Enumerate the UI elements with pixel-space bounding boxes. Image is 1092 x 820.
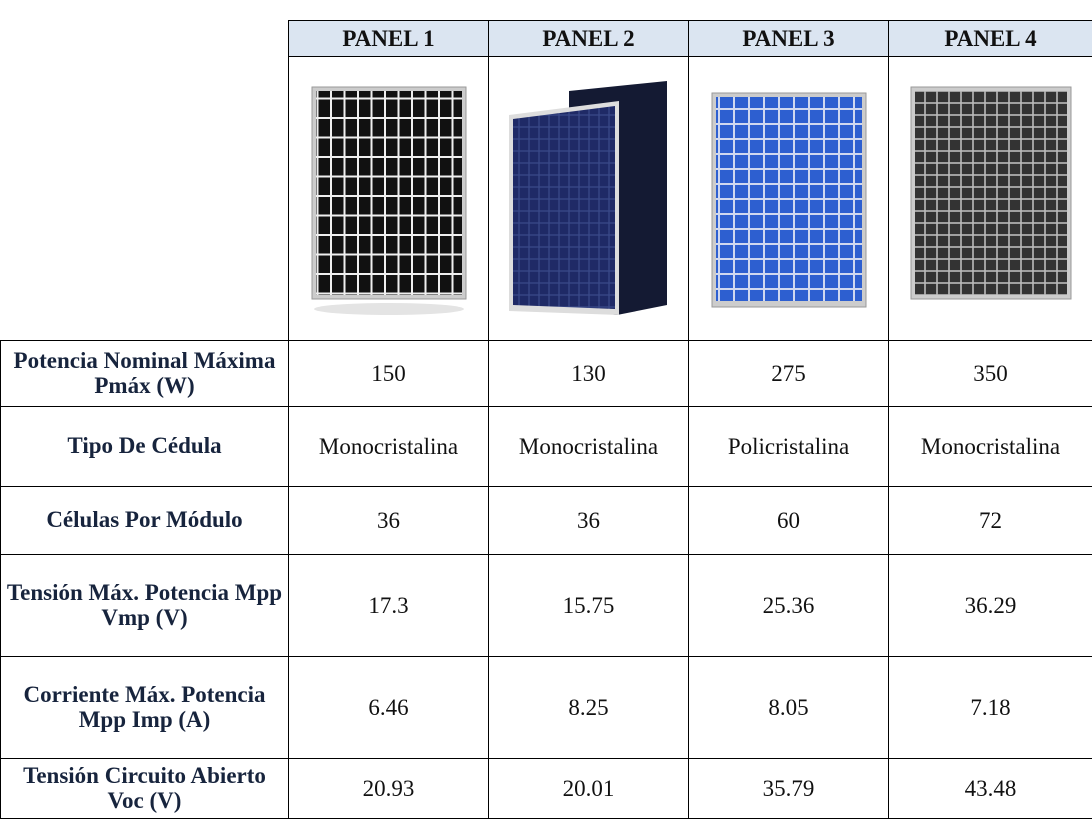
value-cell: 8.25 bbox=[489, 657, 689, 759]
image-cell bbox=[689, 57, 889, 341]
image-cell bbox=[489, 57, 689, 341]
value-cell: 350 bbox=[889, 341, 1092, 407]
row-label: Potencia Nominal Máxima Pmáx (W) bbox=[1, 341, 289, 407]
panel-image bbox=[304, 79, 474, 319]
header-cell: PANEL 1 bbox=[289, 21, 489, 57]
row-label: Corriente Máx. Potencia Mpp Imp (A) bbox=[1, 657, 289, 759]
value-cell: Monocristalina bbox=[489, 407, 689, 487]
value-cell: Monocristalina bbox=[889, 407, 1092, 487]
value-cell: 25.36 bbox=[689, 555, 889, 657]
page: PANEL 1 PANEL 2 PANEL 3 PANEL 4 bbox=[0, 0, 1092, 820]
value-cell: 275 bbox=[689, 341, 889, 407]
value-cell: 36.29 bbox=[889, 555, 1092, 657]
spec-table: PANEL 1 PANEL 2 PANEL 3 PANEL 4 bbox=[0, 20, 1092, 819]
value-cell: 20.01 bbox=[489, 759, 689, 819]
value-cell: 6.46 bbox=[289, 657, 489, 759]
value-cell: 17.3 bbox=[289, 555, 489, 657]
value-cell: 36 bbox=[289, 487, 489, 555]
value-cell: 36 bbox=[489, 487, 689, 555]
value-cell: 130 bbox=[489, 341, 689, 407]
value-cell: 150 bbox=[289, 341, 489, 407]
row-label: Tipo De Cédula bbox=[1, 407, 289, 487]
header-cell: PANEL 4 bbox=[889, 21, 1092, 57]
row-label: Tensión Circuito Abierto Voc (V) bbox=[1, 759, 289, 819]
image-row bbox=[1, 57, 1092, 341]
panel-image bbox=[901, 79, 1081, 319]
value-cell: 60 bbox=[689, 487, 889, 555]
panel-image bbox=[704, 79, 874, 319]
header-row: PANEL 1 PANEL 2 PANEL 3 PANEL 4 bbox=[1, 21, 1092, 57]
row-label: Tensión Máx. Potencia Mpp Vmp (V) bbox=[1, 555, 289, 657]
value-cell: Policristalina bbox=[689, 407, 889, 487]
value-cell: 35.79 bbox=[689, 759, 889, 819]
header-cell: PANEL 3 bbox=[689, 21, 889, 57]
image-cell bbox=[289, 57, 489, 341]
panel-image bbox=[499, 79, 679, 319]
value-cell: 43.48 bbox=[889, 759, 1092, 819]
empty-cell bbox=[1, 57, 289, 341]
empty-cell bbox=[1, 21, 289, 57]
value-cell: 72 bbox=[889, 487, 1092, 555]
value-cell: 15.75 bbox=[489, 555, 689, 657]
row-label: Células Por Módulo bbox=[1, 487, 289, 555]
value-cell: Monocristalina bbox=[289, 407, 489, 487]
value-cell: 8.05 bbox=[689, 657, 889, 759]
image-cell bbox=[889, 57, 1092, 341]
value-cell: 20.93 bbox=[289, 759, 489, 819]
header-cell: PANEL 2 bbox=[489, 21, 689, 57]
value-cell: 7.18 bbox=[889, 657, 1092, 759]
